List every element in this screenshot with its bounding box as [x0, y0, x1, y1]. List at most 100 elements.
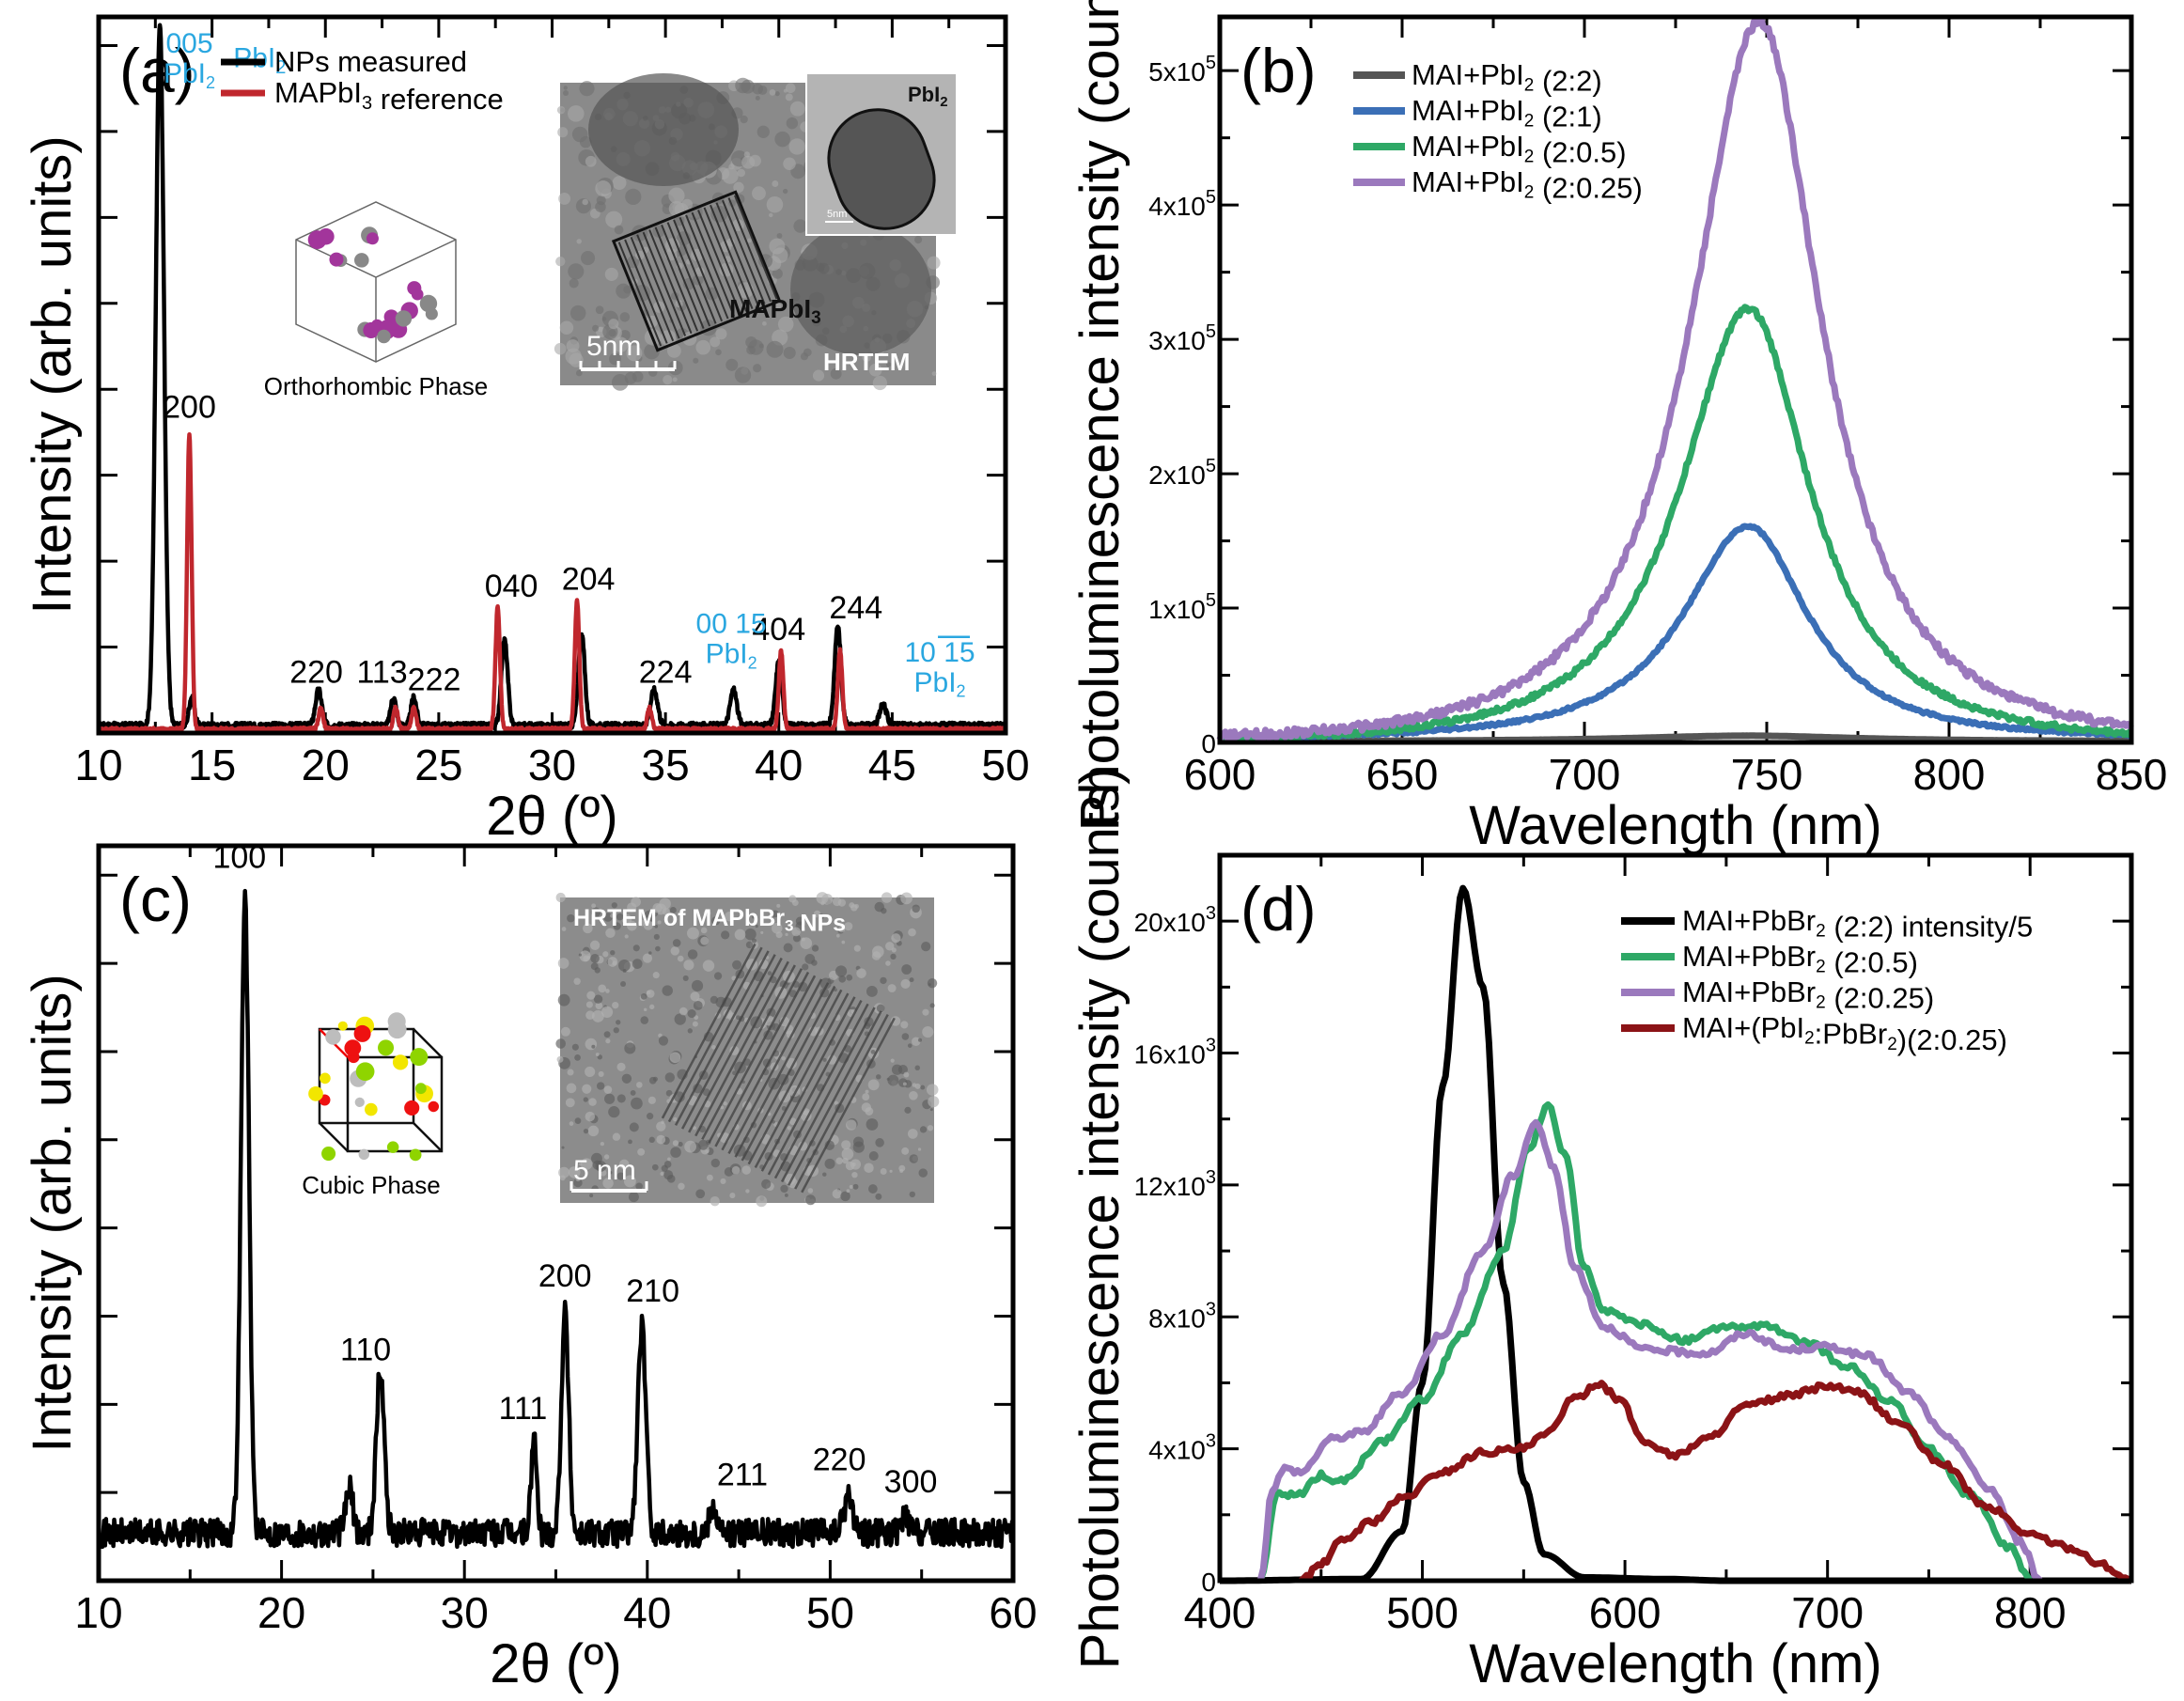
noise-grain	[852, 1141, 865, 1153]
atom	[354, 253, 369, 268]
peak-label: 210	[626, 1273, 679, 1309]
noise-grain	[777, 316, 794, 333]
noise-grain	[865, 1089, 869, 1094]
noise-grain	[751, 938, 757, 944]
y-tick-label: 0	[1201, 1568, 1216, 1597]
panel-d: 400 500 600 700 800 0 4x103 8x103 12x103 16x103 20…	[1069, 767, 2134, 1694]
noise-grain	[613, 1027, 619, 1034]
noise-grain	[623, 1175, 636, 1188]
noise-grain	[576, 239, 582, 244]
noise-grain	[832, 1189, 842, 1199]
noise-grain	[571, 1043, 579, 1051]
x-axis-label: 2θ (º)	[490, 1633, 621, 1694]
noise-grain	[849, 1184, 853, 1190]
noise-grain	[661, 1164, 668, 1172]
noise-grain	[774, 131, 790, 148]
noise-grain	[565, 348, 582, 365]
lattice-fringe	[780, 1007, 876, 1183]
atom	[321, 1147, 336, 1162]
lattice-fringe	[685, 214, 729, 320]
noise-grain	[856, 968, 866, 978]
lattice-fringe	[661, 943, 757, 1119]
noise-grain	[866, 986, 878, 997]
noise-grain	[621, 1073, 632, 1084]
noise-grain	[583, 923, 593, 934]
noise-grain	[566, 339, 580, 352]
noise-grain	[656, 1121, 666, 1131]
series-line	[97, 888, 1016, 1550]
noise-grain	[776, 232, 783, 239]
noise-grain	[598, 326, 603, 333]
noise-grain	[608, 1170, 613, 1175]
noise-grain	[626, 345, 643, 362]
noise-grain	[811, 944, 819, 952]
cell-edge	[413, 1122, 443, 1152]
x-tick-label: 40	[755, 741, 803, 789]
noise-grain	[912, 904, 920, 913]
noise-grain	[574, 1054, 581, 1061]
noise-grain	[744, 928, 757, 941]
noise-grain	[582, 1084, 592, 1094]
noise-grain	[700, 936, 710, 945]
noise-grain	[841, 1140, 851, 1150]
peak-label: 300	[884, 1464, 938, 1500]
x-tick-label: 60	[989, 1588, 1037, 1637]
noise-grain	[594, 967, 601, 974]
noise-grain	[637, 1147, 646, 1156]
lattice-fringe	[727, 197, 772, 303]
noise-grain	[901, 1033, 910, 1040]
pbi2-particle	[827, 108, 936, 230]
noise-grain	[585, 1001, 593, 1008]
scale-label: 5 nm	[573, 1155, 636, 1186]
noise-grain	[918, 1168, 928, 1178]
noise-grain	[710, 1196, 720, 1207]
lattice-fringe	[666, 222, 711, 327]
noise-grain	[783, 157, 796, 171]
noise-grain	[789, 101, 805, 117]
x-axis-label: 2θ (º)	[486, 786, 617, 847]
noise-grain	[801, 937, 805, 942]
hrtem-label: MAPbI3	[729, 294, 821, 328]
lattice-fringe	[680, 954, 776, 1130]
noise-grain	[603, 1154, 610, 1160]
noise-grain	[583, 1097, 588, 1102]
peak-label: 224	[639, 655, 693, 691]
y-tick-label: 16x103	[1134, 1036, 1216, 1069]
atom	[404, 1100, 420, 1116]
noise-grain	[586, 991, 596, 1000]
noise-grain	[904, 1106, 912, 1114]
noise-grain	[575, 369, 583, 377]
noise-grain	[598, 1070, 604, 1077]
noise-grain	[602, 923, 607, 928]
noise-grain	[613, 922, 621, 930]
noise-grain	[822, 1172, 827, 1177]
peak-label: 040	[485, 569, 538, 604]
noise-grain	[715, 328, 727, 340]
series-line	[1256, 1118, 2043, 1584]
atom	[410, 1048, 429, 1067]
noise-grain	[678, 1142, 683, 1147]
x-tick-label: 15	[188, 741, 236, 789]
noise-grain	[595, 201, 606, 212]
noise-grain	[791, 927, 802, 937]
noise-grain	[612, 176, 627, 190]
peak-label: 113	[356, 655, 407, 691]
noise-grain	[788, 138, 805, 155]
noise-grain	[852, 1183, 859, 1190]
noise-grain	[612, 1001, 619, 1009]
atom	[409, 1148, 422, 1162]
lattice-fringe	[617, 242, 663, 347]
lattice-fringe	[727, 978, 823, 1155]
noise-grain	[637, 919, 646, 927]
noise-grain	[890, 953, 897, 960]
noise-grain	[729, 1193, 736, 1199]
noise-grain	[623, 285, 632, 294]
noise-grain	[920, 1085, 926, 1090]
peak-label: 220	[813, 1443, 866, 1478]
atom	[387, 1020, 407, 1039]
noise-grain	[868, 363, 882, 377]
plot-frame	[1217, 14, 2134, 745]
noise-grain	[812, 369, 825, 382]
panel-label: (c)	[119, 865, 192, 934]
noise-grain	[585, 1038, 598, 1051]
